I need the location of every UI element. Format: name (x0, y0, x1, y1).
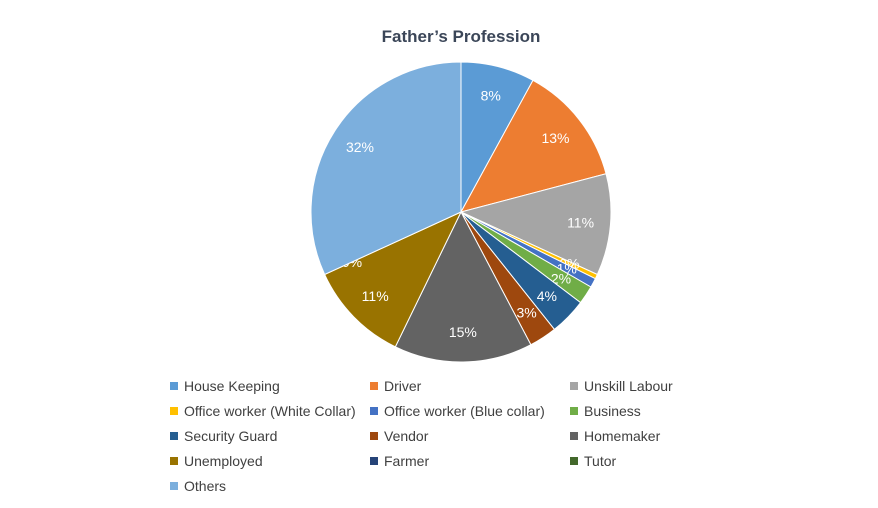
legend-label: Tutor (584, 452, 617, 469)
data-label-unskill-labour: 11% (567, 214, 594, 230)
legend-label: House Keeping (184, 377, 280, 394)
legend-label: Vendor (384, 427, 429, 444)
legend-swatch (370, 431, 378, 440)
legend-label: Business (584, 402, 641, 419)
legend-swatch (170, 431, 178, 440)
data-label-others: 32% (346, 139, 374, 155)
legend-swatch (170, 456, 178, 465)
legend-item-office-worker-white-collar: Office worker (White Collar) (170, 401, 370, 420)
legend-label: Farmer (384, 452, 430, 469)
data-label-unemployed: 11% (362, 288, 389, 304)
data-label-security-guard: 4% (537, 288, 557, 304)
legend-label: Office worker (White Collar) (184, 402, 356, 419)
chart-title: Father’s Profession (381, 27, 541, 46)
legend-swatch (370, 456, 378, 465)
legend-swatch (370, 406, 378, 415)
chart-legend: House Keeping Driver Unskill Labour Office … (170, 376, 730, 495)
legend-item-others: Others (170, 476, 370, 495)
legend-item-business: Business (570, 401, 730, 420)
pie-slice-homemaker (394, 210, 532, 363)
pie-slice-unskill-labour (459, 173, 612, 276)
pie-slice-unemployed (323, 210, 463, 348)
legend-swatch (570, 431, 578, 440)
legend-item-tutor: Tutor (570, 451, 730, 470)
legend-swatch (170, 406, 178, 415)
legend-label: Office worker (Blue collar) (384, 402, 545, 419)
legend-swatch (170, 381, 178, 390)
data-label-homemaker: 15% (449, 324, 477, 340)
legend-label: Unemployed (184, 452, 263, 469)
legend-item-unskill-labour: Unskill Labour (570, 376, 730, 395)
legend-item-unemployed: Unemployed (170, 451, 370, 470)
data-label-business: 2% (551, 270, 571, 286)
legend-swatch (570, 456, 578, 465)
legend-swatch (170, 481, 178, 490)
pie-slice-driver (460, 79, 607, 213)
legend-swatch (570, 406, 578, 415)
legend-item-driver: Driver (370, 376, 570, 395)
legend-item-security-guard: Security Guard (170, 426, 370, 445)
data-label-vendor: 3% (516, 304, 536, 320)
legend-item-farmer: Farmer (370, 451, 570, 470)
legend-item-house-keeping: House Keeping (170, 376, 370, 395)
legend-swatch (570, 381, 578, 390)
legend-label: Security Guard (184, 427, 278, 444)
legend-label: Homemaker (584, 427, 661, 444)
data-label-driver: 13% (541, 130, 569, 146)
legend-label: Driver (384, 377, 422, 394)
pie-slice-others (310, 61, 462, 276)
data-label-house-keeping: 8% (481, 88, 501, 104)
legend-label: Others (184, 477, 227, 494)
legend-label: Unskill Labour (584, 377, 673, 394)
legend-item-office-worker-blue-collar: Office worker (Blue collar) (370, 401, 570, 420)
legend-swatch (370, 381, 378, 390)
legend-item-vendor: Vendor (370, 426, 570, 445)
legend-item-homemaker: Homemaker (570, 426, 730, 445)
